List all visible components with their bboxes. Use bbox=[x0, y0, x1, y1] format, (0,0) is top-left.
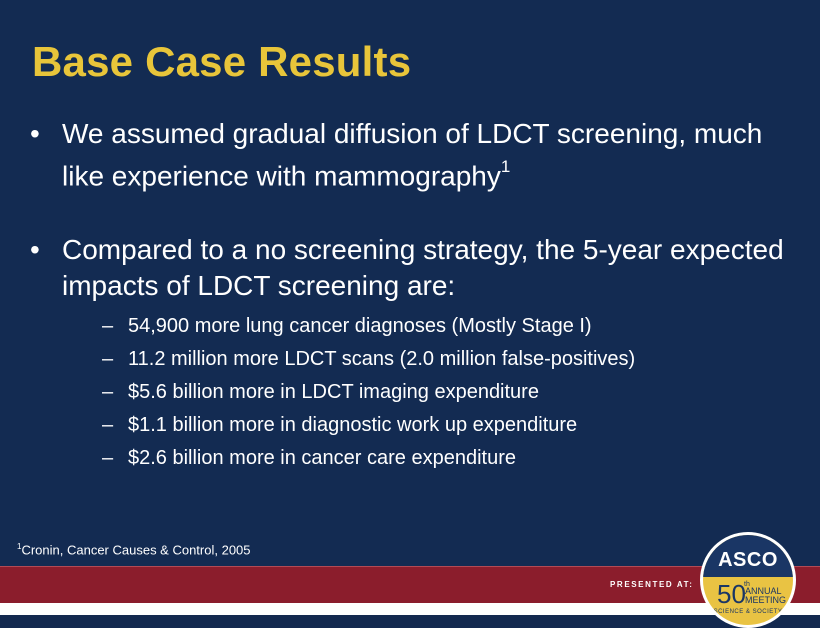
sub-bullet-item: – $1.1 billion more in diagnostic work up… bbox=[102, 409, 790, 442]
bullet-marker: • bbox=[30, 118, 40, 149]
footnote-text: Cronin, Cancer Causes & Control, 2005 bbox=[21, 542, 251, 558]
dash-marker: – bbox=[102, 315, 114, 338]
presented-at-label: PRESENTED AT: bbox=[610, 580, 694, 589]
sub-bullet-item: –54,900 more lung cancer diagnoses (Most… bbox=[102, 310, 790, 343]
dash-marker: – bbox=[102, 348, 114, 371]
bullet-list: • We assumed gradual diffusion of LDCT s… bbox=[30, 116, 790, 475]
bullet-text: We assumed gradual diffusion of LDCT scr… bbox=[62, 118, 763, 192]
badge-line1: ANNUAL bbox=[745, 586, 782, 596]
sub-bullet-item: – $2.6 billion more in cancer care expend… bbox=[102, 442, 790, 475]
footnote-marker: 1 bbox=[17, 542, 22, 551]
footnote-ref: 1 bbox=[500, 157, 511, 176]
sub-bullet-text: $5.6 billion more in LDCT imaging expend… bbox=[128, 381, 539, 404]
badge-top-band bbox=[703, 535, 793, 577]
dash-marker: – bbox=[102, 414, 114, 437]
sub-bullet-item: –11.2 million more LDCT scans (2.0 milli… bbox=[102, 343, 790, 376]
footer-bottom-strip bbox=[0, 603, 820, 615]
bullet-text: Compared to a no screening strategy, the… bbox=[62, 234, 784, 302]
badge-tagline: SCIENCE & SOCIETY bbox=[713, 609, 783, 615]
badge-ordinal: th bbox=[744, 581, 750, 588]
sub-bullet-text: $1.1 billion more in diagnostic work up … bbox=[128, 414, 578, 437]
slide-title: Base Case Results bbox=[32, 38, 412, 85]
sub-bullet-item: – $5.6 billion more in LDCT imaging expen… bbox=[102, 376, 790, 409]
sub-bullet-text: 54,900 more lung cancer diagnoses (Mostl… bbox=[128, 315, 592, 338]
dash-marker: – bbox=[102, 381, 114, 404]
footer-bar bbox=[0, 567, 820, 603]
badge-line2: MEETING bbox=[745, 595, 787, 605]
bullet-marker: • bbox=[30, 234, 40, 266]
badge-name: ASCO bbox=[718, 549, 778, 571]
asco-logo-badge: ASCO 50 th ANNUAL MEETING SCIENCE & SOCI… bbox=[700, 532, 796, 628]
sub-bullet-list: –54,900 more lung cancer diagnoses (Most… bbox=[102, 310, 790, 475]
slide: Base Case Results • We assumed gradual d… bbox=[0, 38, 820, 628]
badge-number: 50 bbox=[717, 579, 746, 609]
sub-bullet-text: $2.6 billion more in cancer care expendi… bbox=[128, 447, 516, 470]
sub-bullet-text: 11.2 million more LDCT scans (2.0 millio… bbox=[128, 348, 636, 371]
footnote: 1Cronin, Cancer Causes & Control, 2005 bbox=[17, 542, 251, 557]
dash-marker: – bbox=[102, 447, 114, 470]
bullet-item: • Compared to a no screening strategy, t… bbox=[30, 232, 790, 304]
bullet-item: • We assumed gradual diffusion of LDCT s… bbox=[30, 116, 790, 194]
